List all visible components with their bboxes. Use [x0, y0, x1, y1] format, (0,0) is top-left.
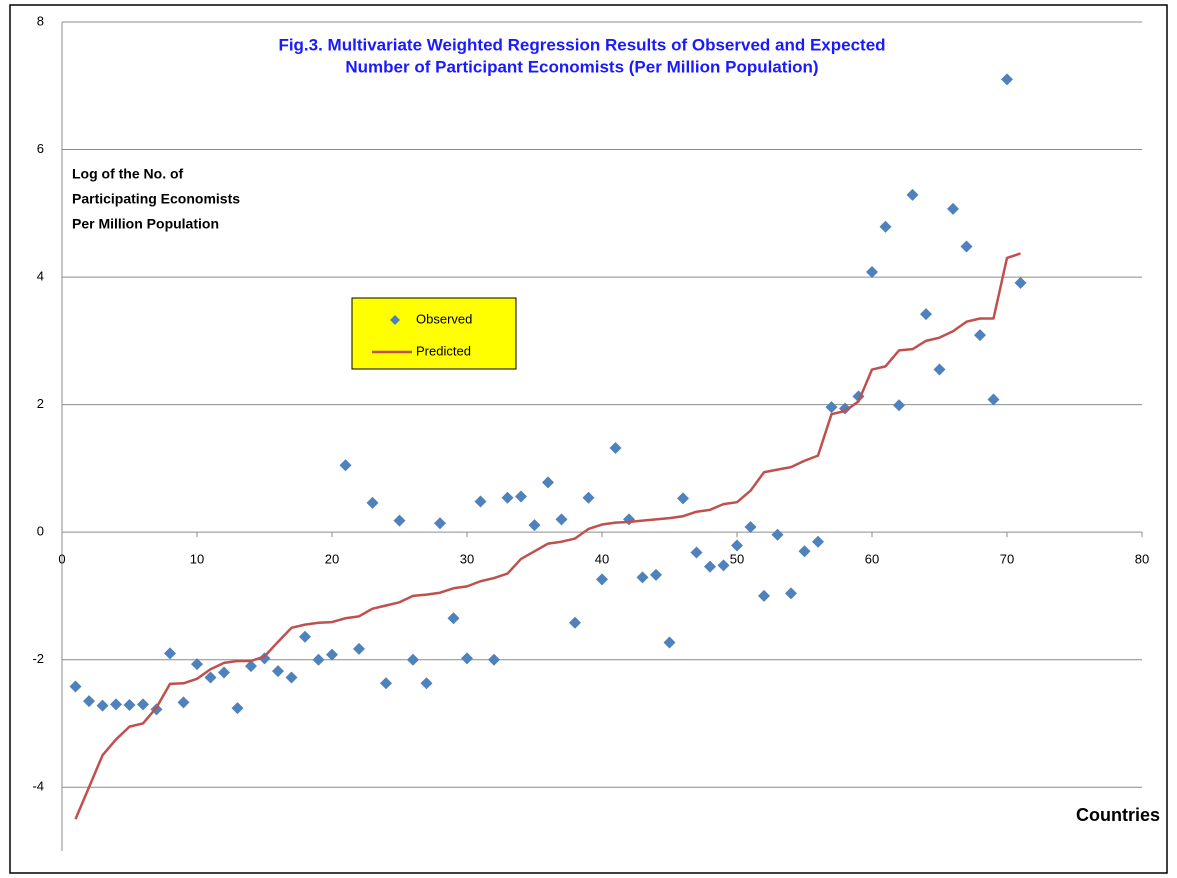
observed-point	[893, 399, 905, 412]
observed-point	[974, 329, 986, 342]
observed-point	[69, 680, 82, 693]
observed-point	[717, 559, 730, 572]
observed-point	[785, 587, 797, 600]
y-tick-label: -2	[32, 651, 44, 666]
observed-point	[947, 202, 959, 215]
observed-point	[380, 677, 392, 690]
observed-point	[191, 658, 203, 671]
observed-point	[731, 539, 743, 552]
legend-box	[351, 297, 517, 370]
observed-point	[528, 519, 541, 532]
frame	[9, 4, 1168, 874]
observed-point	[461, 652, 473, 665]
observed-point	[866, 265, 878, 278]
observed-point	[110, 698, 122, 711]
observed-point	[569, 616, 581, 629]
y-tick-label: 2	[37, 396, 44, 411]
observed-point	[123, 698, 136, 711]
x-tick-label: 50	[730, 552, 744, 567]
observed-point	[542, 476, 554, 489]
observed-point	[474, 495, 487, 508]
x-tick-label: 70	[1000, 552, 1014, 567]
observed-point	[204, 671, 217, 684]
observed-point	[555, 513, 568, 526]
observed-point	[987, 393, 1000, 406]
observed-point	[407, 653, 419, 666]
y-axis-label: Log of the No. of	[72, 166, 184, 182]
legend-label: Predicted	[416, 343, 471, 358]
observed-point	[353, 642, 365, 655]
observed-point	[258, 652, 271, 665]
y-tick-label: 4	[37, 269, 44, 284]
y-tick-label: 8	[37, 13, 44, 28]
observed-point	[96, 699, 109, 712]
y-tick-label: 6	[37, 141, 44, 156]
observed-point	[596, 573, 608, 586]
observed-point	[663, 636, 676, 649]
x-tick-label: 60	[865, 552, 879, 567]
x-tick-label: 30	[460, 552, 474, 567]
x-tick-label: 40	[595, 552, 609, 567]
legend-label: Observed	[416, 311, 472, 326]
x-tick-label: 80	[1135, 552, 1149, 567]
observed-point	[326, 648, 338, 661]
observed-point	[218, 666, 230, 679]
x-tick-label: 20	[325, 552, 339, 567]
y-tick-label: 0	[37, 524, 44, 539]
observed-point	[299, 630, 311, 643]
x-tick-label: 0	[58, 552, 65, 567]
observed-point	[636, 571, 649, 584]
observed-point	[960, 240, 973, 253]
observed-point	[1001, 73, 1013, 86]
observed-point	[420, 677, 433, 690]
observed-point	[285, 671, 298, 684]
observed-point	[393, 514, 406, 527]
observed-point	[312, 653, 325, 666]
observed-point	[933, 363, 946, 376]
observed-point	[434, 517, 446, 530]
legend-marker	[390, 315, 400, 325]
observed-point	[501, 491, 514, 504]
observed-point	[447, 612, 460, 625]
observed-point	[83, 695, 95, 708]
observed-point	[650, 568, 662, 581]
chart-title: Number of Participant Economists (Per Mi…	[345, 57, 818, 76]
y-axis-label: Participating Economists	[72, 191, 240, 207]
x-tick-label: 10	[190, 552, 204, 567]
x-axis-label: Countries	[1076, 805, 1160, 825]
observed-point	[245, 660, 257, 673]
y-tick-label: -4	[32, 779, 44, 794]
observed-point	[704, 560, 716, 573]
observed-point	[366, 496, 379, 509]
observed-point	[231, 702, 244, 715]
observed-point	[1014, 276, 1027, 289]
observed-point	[137, 698, 149, 711]
observed-point	[609, 441, 622, 454]
observed-point	[582, 491, 595, 504]
observed-point	[488, 653, 500, 666]
observed-point	[879, 220, 892, 233]
observed-point	[177, 696, 190, 709]
observed-point	[920, 308, 932, 321]
y-axis-label: Per Million Population	[72, 216, 219, 232]
observed-point	[812, 535, 824, 548]
observed-point	[825, 401, 838, 414]
observed-point	[677, 492, 689, 505]
observed-point	[758, 589, 770, 602]
observed-point	[690, 546, 703, 559]
observed-point	[771, 528, 784, 541]
chart-title: Fig.3. Multivariate Weighted Regression …	[278, 35, 885, 54]
observed-point	[798, 545, 811, 558]
observed-point	[906, 188, 919, 201]
observed-point	[339, 459, 352, 472]
observed-point	[515, 490, 527, 503]
observed-point	[744, 521, 757, 534]
observed-point	[164, 647, 176, 660]
observed-point	[272, 665, 284, 678]
predicted-line	[74, 252, 1021, 820]
